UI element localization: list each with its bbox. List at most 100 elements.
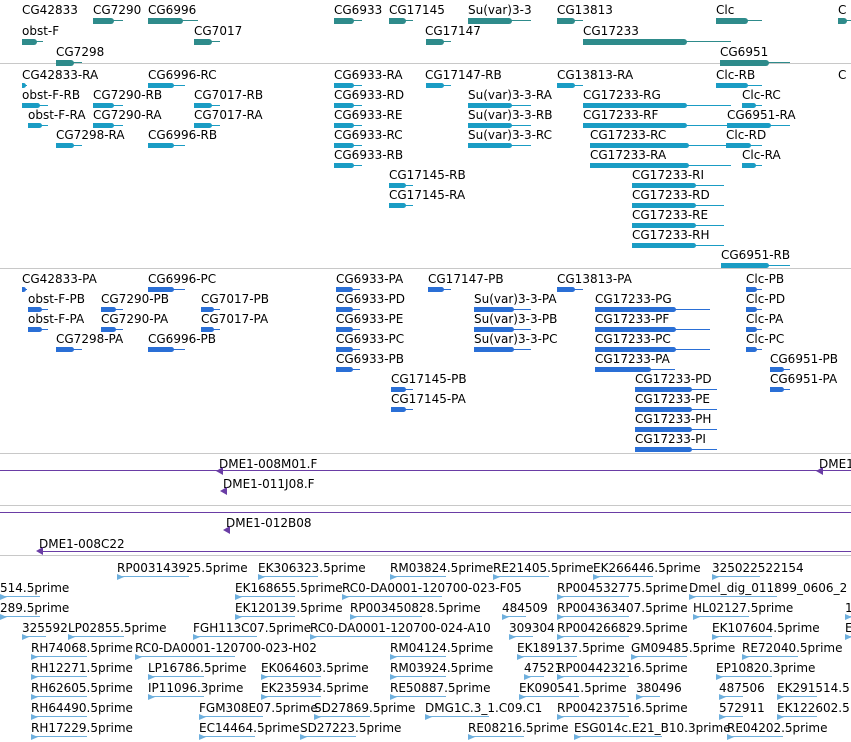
protein-feature-glyph[interactable] xyxy=(148,347,174,352)
transcript-feature-label[interactable]: CG17233-RG xyxy=(583,88,661,102)
transcript-feature-glyph[interactable] xyxy=(28,123,42,128)
transcript-feature-label[interactable]: CG17233-RC xyxy=(590,128,667,142)
gene-feature-label[interactable]: CG7298 xyxy=(56,45,105,59)
est-label[interactable]: GM09485.5prime xyxy=(631,641,736,655)
est-label[interactable]: EK291514.5 xyxy=(777,681,850,695)
est-block[interactable] xyxy=(509,634,516,640)
transcript-feature-glyph[interactable] xyxy=(334,143,354,148)
est-label[interactable]: RM03824.5prime xyxy=(390,561,494,575)
protein-feature-glyph[interactable] xyxy=(101,327,116,332)
est-label[interactable]: ESG014c.E21_B10.3prime xyxy=(574,721,731,735)
protein-feature-glyph[interactable] xyxy=(635,427,692,432)
transcript-feature-glyph[interactable] xyxy=(468,123,512,128)
protein-feature-label[interactable]: CG42833-PA xyxy=(22,272,97,286)
protein-feature-label[interactable]: CG7017-PB xyxy=(201,292,270,306)
est-block[interactable] xyxy=(557,674,564,680)
transcript-feature-glyph[interactable] xyxy=(583,103,687,108)
est-label[interactable]: RP004266829.5prime xyxy=(557,621,688,635)
transcript-feature-glyph[interactable] xyxy=(426,83,444,88)
protein-feature-glyph[interactable] xyxy=(56,347,74,352)
est-block[interactable] xyxy=(350,614,357,620)
gene-feature-glyph[interactable] xyxy=(93,18,114,24)
est-label[interactable]: FGM308E07.5prime xyxy=(199,701,318,715)
est-label[interactable]: EK120139.5prime xyxy=(235,601,343,615)
transcript-feature-label[interactable]: Clc-RC xyxy=(742,88,781,102)
protein-feature-label[interactable]: CG17147-PB xyxy=(428,272,504,286)
gene-feature-label[interactable]: CG42833 xyxy=(22,3,78,17)
protein-feature-glyph[interactable] xyxy=(635,407,692,412)
transcript-feature-label[interactable]: CG6951-RB xyxy=(721,248,791,262)
est-label[interactable]: EC14464.5prime xyxy=(199,721,300,735)
est-label[interactable]: RH17229.5prime xyxy=(31,721,133,735)
protein-feature-glyph[interactable] xyxy=(201,327,214,332)
protein-feature-label[interactable]: CG17233-PF xyxy=(595,312,670,326)
est-block[interactable] xyxy=(300,734,307,740)
transcript-feature-glyph[interactable] xyxy=(632,183,696,188)
gene-feature-glyph[interactable] xyxy=(557,18,575,24)
gene-feature-glyph[interactable] xyxy=(334,18,354,24)
transcript-feature-glyph[interactable] xyxy=(742,103,756,108)
est-block[interactable] xyxy=(727,734,734,740)
est-block[interactable] xyxy=(593,574,600,580)
transcript-feature-glyph[interactable] xyxy=(22,103,40,108)
transcript-feature-label[interactable]: CG17233-RD xyxy=(632,188,710,202)
gene-feature-glyph[interactable] xyxy=(468,18,512,24)
gene-feature-glyph[interactable] xyxy=(720,60,769,66)
protein-feature-label[interactable]: CG7290-PA xyxy=(101,312,169,326)
clone-label[interactable]: DME1-011J08.F xyxy=(223,477,315,491)
est-label[interactable]: 309304 xyxy=(509,621,555,635)
est-label[interactable]: RP004237516.5prime xyxy=(557,701,688,715)
protein-feature-glyph[interactable] xyxy=(746,327,757,332)
transcript-feature-label[interactable]: CG6996-RC xyxy=(148,68,217,82)
transcript-feature-label[interactable]: obst-F-RA xyxy=(28,108,86,122)
est-label[interactable]: EK235934.5prime xyxy=(261,681,369,695)
gene-feature-glyph[interactable] xyxy=(389,18,406,24)
transcript-feature-glyph[interactable] xyxy=(557,83,575,88)
est-label[interactable]: 514.5prime xyxy=(0,581,70,595)
transcript-feature-label[interactable]: CG17233-RH xyxy=(632,228,710,242)
est-block[interactable] xyxy=(68,634,75,640)
est-label[interactable]: RC0-DA0001-120700-024-A10 xyxy=(310,621,491,635)
protein-feature-label[interactable]: Su(var)3-3-PB xyxy=(474,312,558,326)
est-label[interactable]: EK107604.5prime xyxy=(712,621,820,635)
gene-feature-label[interactable]: CG17147 xyxy=(425,24,481,38)
est-label[interactable]: 380496 xyxy=(636,681,682,695)
gene-feature-label[interactable]: CG7290 xyxy=(93,3,142,17)
est-label[interactable]: EK064603.5prime xyxy=(261,661,369,675)
est-block[interactable] xyxy=(557,714,564,720)
transcript-feature-glyph[interactable] xyxy=(389,203,406,208)
transcript-feature-glyph[interactable] xyxy=(742,163,756,168)
clone-marker-icon[interactable] xyxy=(216,467,223,475)
est-block[interactable] xyxy=(193,634,200,640)
transcript-feature-label[interactable]: CG13813-RA xyxy=(557,68,634,82)
est-label[interactable]: SD27223.5prime xyxy=(300,721,402,735)
est-block[interactable] xyxy=(261,674,268,680)
transcript-feature-label[interactable]: CG17145-RB xyxy=(389,168,466,182)
transcript-feature-label[interactable]: CG7017-RA xyxy=(194,108,263,122)
transcript-feature-label[interactable]: CG6933-RC xyxy=(334,128,403,142)
est-label[interactable]: 1 xyxy=(845,601,851,615)
est-block[interactable] xyxy=(258,574,265,580)
protein-feature-label[interactable]: CG6996-PC xyxy=(148,272,217,286)
protein-feature-glyph[interactable] xyxy=(148,287,174,292)
est-block[interactable] xyxy=(519,694,526,700)
gene-feature-glyph[interactable] xyxy=(148,18,183,24)
est-block[interactable] xyxy=(135,654,142,660)
protein-feature-glyph[interactable] xyxy=(201,307,214,312)
est-label[interactable]: RM04124.5prime xyxy=(390,641,494,655)
est-label[interactable]: 325592 xyxy=(22,621,68,635)
transcript-feature-glyph[interactable] xyxy=(726,143,751,148)
transcript-feature-label[interactable]: CG17233-RF xyxy=(583,108,659,122)
est-label[interactable]: RP003143925.5prime xyxy=(117,561,248,575)
est-block[interactable] xyxy=(468,734,475,740)
protein-feature-glyph[interactable] xyxy=(595,367,651,372)
transcript-feature-label[interactable]: Su(var)3-3-RC xyxy=(468,128,553,142)
protein-feature-label[interactable]: CG6951-PB xyxy=(770,352,839,366)
est-block[interactable] xyxy=(712,574,719,580)
transcript-feature-label[interactable]: CG17145-RA xyxy=(389,188,466,202)
est-block[interactable] xyxy=(390,574,397,580)
gene-feature-glyph[interactable] xyxy=(194,39,212,45)
protein-feature-glyph[interactable] xyxy=(28,307,42,312)
protein-feature-label[interactable]: obst-F-PB xyxy=(28,292,85,306)
transcript-feature-glyph[interactable] xyxy=(590,143,689,148)
